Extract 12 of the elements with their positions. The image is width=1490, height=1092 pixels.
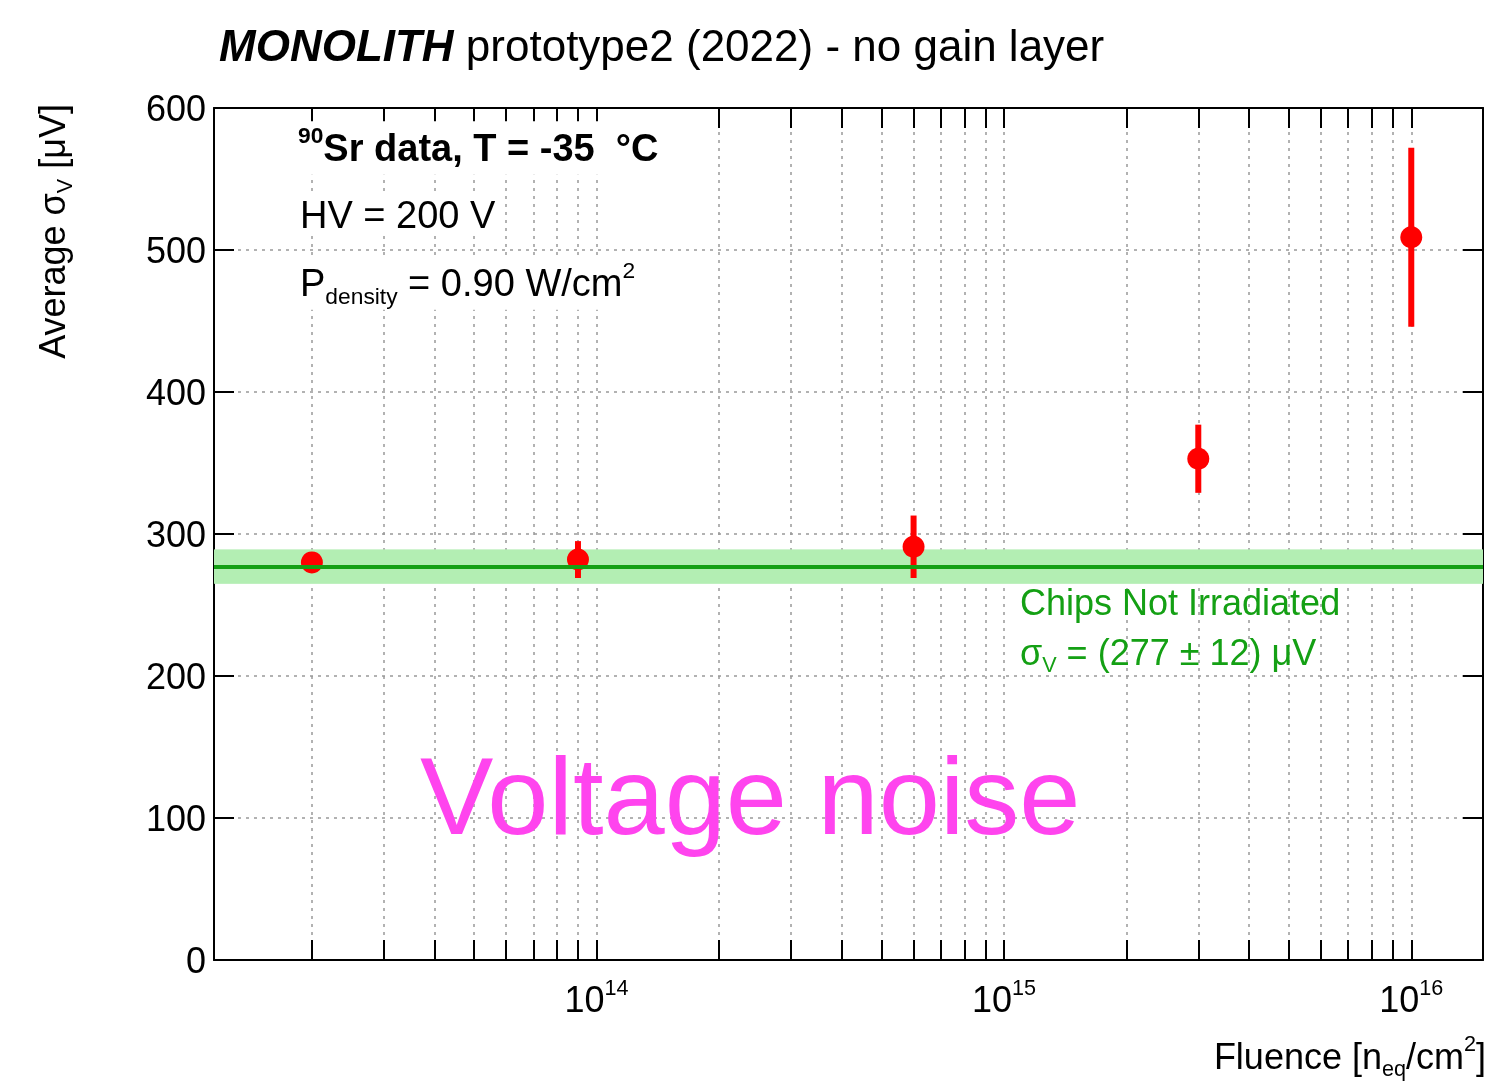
chart-title: MONOLITH prototype2 (2022) - no gain layer: [219, 20, 1105, 70]
y-tick-label: 200: [145, 655, 206, 697]
y-tick-label: 500: [145, 229, 206, 271]
y-tick-label: 0: [185, 939, 206, 981]
y-tick-label: 300: [145, 513, 206, 555]
y-tick-label: 100: [145, 797, 206, 839]
y-axis-title: Average σV [μV]: [31, 103, 77, 359]
annotation: Voltage noise: [420, 733, 1081, 857]
y-tick-label: 400: [145, 371, 206, 413]
annotation: HV = 200 V: [300, 194, 497, 236]
band-label: Chips Not Irradiated: [1020, 581, 1341, 623]
y-tick-label: 600: [145, 87, 206, 129]
